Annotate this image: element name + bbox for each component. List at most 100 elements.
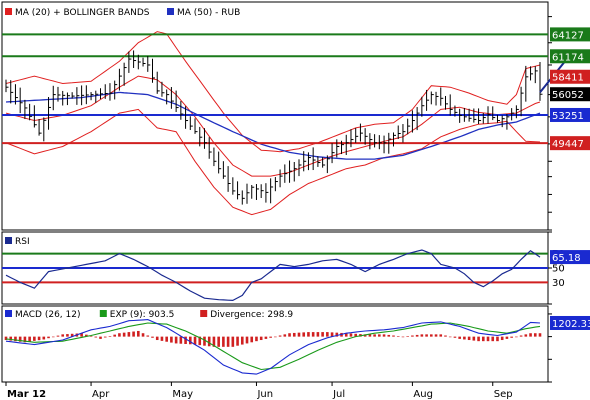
legend-swatch [99, 310, 107, 317]
divergence-bar [4, 336, 8, 341]
divergence-bar [444, 335, 447, 337]
divergence-bar [127, 332, 131, 337]
divergence-bar [378, 334, 381, 337]
divergence-bar [240, 336, 244, 345]
divergence-bar [155, 336, 159, 341]
divergence-bar [491, 336, 495, 342]
divergence-bar [519, 335, 523, 337]
value-tag-label: 53251 [552, 111, 584, 122]
divergence-bar [288, 333, 291, 337]
legend-swatch [5, 8, 12, 15]
divergence-bar [99, 336, 102, 339]
divergence-bar [533, 333, 537, 337]
divergence-bar [524, 334, 528, 337]
divergence-bar [382, 334, 386, 337]
rsi-level-label: 30 [552, 278, 565, 289]
divergence-bar [61, 334, 65, 337]
divergence-bar [505, 336, 509, 339]
divergence-bar [453, 336, 457, 338]
divergence-bar [344, 333, 348, 337]
divergence-bar [269, 336, 272, 338]
value-tag-label: 1202.33 [552, 319, 590, 330]
divergence-bar [165, 336, 168, 342]
macd-line [5, 319, 541, 375]
divergence-bar [387, 334, 391, 337]
divergence-bar [122, 332, 126, 337]
divergence-bar [212, 336, 216, 347]
divergence-bar [193, 336, 197, 345]
divergence-bar [174, 336, 178, 344]
plot-frame [1, 1, 549, 231]
divergence-bar [141, 333, 145, 337]
legend-swatch [5, 310, 12, 317]
divergence-bar [472, 336, 476, 341]
divergence-bar [434, 334, 438, 337]
value-tag-label: 49447 [552, 139, 584, 150]
divergence-bar [401, 336, 405, 338]
divergence-bar [56, 335, 60, 337]
x-tick-label: Jul [332, 389, 345, 400]
divergence-bar [28, 336, 31, 342]
divergence-bar [354, 333, 357, 337]
plot-frame [1, 305, 549, 383]
divergence-bar [14, 336, 17, 342]
divergence-bar [302, 332, 306, 337]
legend-label: MA (20) + BOLLINGER BANDS [15, 8, 150, 18]
rsi-panel: RSI70503065.18 [1, 231, 590, 305]
divergence-bar [458, 336, 461, 339]
divergence-bar [217, 336, 220, 347]
legend-swatch [167, 8, 174, 15]
divergence-bar [283, 334, 287, 337]
divergence-bar [463, 336, 466, 340]
divergence-bar [42, 336, 46, 340]
divergence-bar [411, 335, 414, 337]
value-tag [550, 250, 590, 265]
divergence-bar [189, 336, 192, 345]
x-axis: Mar 12 Apr May Jun Jul Aug Sep [5, 382, 513, 400]
divergence-bar [66, 334, 69, 337]
divergence-bar [259, 336, 263, 341]
divergence-bar [160, 336, 164, 341]
divergence-bar [292, 332, 296, 337]
divergence-bar [368, 334, 372, 337]
legend-label: MACD (26, 12) [15, 310, 81, 320]
divergence-bar [47, 336, 50, 339]
divergence-bar [373, 334, 376, 337]
ma20-line [5, 75, 541, 177]
divergence-bar [137, 330, 140, 337]
legend-swatch [200, 310, 208, 317]
x-tick-label: Aug [413, 389, 433, 400]
value-tag-label: 61174 [552, 52, 584, 63]
ma50-line [5, 91, 541, 160]
divergence-bar [203, 336, 206, 346]
value-tag-label: 65.18 [552, 253, 581, 264]
divergence-bar [425, 334, 428, 337]
divergence-bar [89, 336, 93, 337]
macd-panel: MACD (26, 12) EXP (9): 903.5 Divergence: 2… [1, 305, 590, 383]
x-tick-label: Mar 12 [7, 389, 46, 400]
divergence-bar [23, 336, 27, 343]
divergence-bar [349, 333, 353, 337]
divergence-bar [496, 336, 499, 342]
divergence-bar [179, 336, 183, 344]
divergence-bar [467, 336, 471, 341]
divergence-bar [515, 336, 518, 338]
divergence-bar [37, 336, 41, 341]
x-tick-label: Apr [92, 389, 110, 400]
divergence-bar [80, 333, 83, 337]
divergence-bar [226, 336, 230, 347]
value-tag [550, 49, 590, 64]
x-tick-label: May [172, 389, 193, 400]
divergence-bar [311, 332, 315, 337]
legend-label: MA (50) - RUB [177, 8, 240, 18]
rsi-line [5, 249, 541, 302]
divergence-bar [396, 336, 400, 337]
divergence-bar [51, 336, 55, 338]
legend-label: EXP (9): 903.5 [110, 310, 175, 320]
divergence-bar [33, 336, 36, 341]
divergence-bar [335, 332, 339, 337]
divergence-bar [118, 333, 121, 337]
divergence-bar [264, 336, 268, 339]
value-tag [550, 27, 590, 42]
